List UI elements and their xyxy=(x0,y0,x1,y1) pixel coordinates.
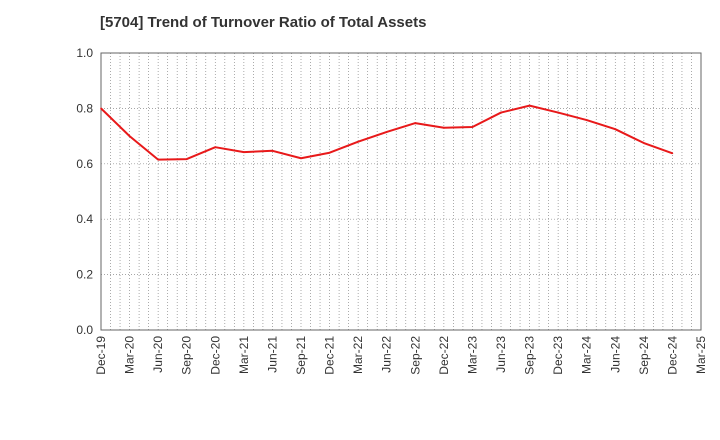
x-tick-label: Dec-22 xyxy=(437,336,451,375)
data-point xyxy=(614,128,617,130)
data-point xyxy=(671,152,674,155)
x-tick-label: Sep-20 xyxy=(180,336,194,375)
x-tick-label: Jun-22 xyxy=(380,336,394,373)
data-point xyxy=(357,140,359,143)
x-tick-label: Mar-24 xyxy=(580,336,594,374)
x-tick-label: Dec-21 xyxy=(323,336,337,375)
data-point xyxy=(528,104,531,107)
x-tick-label: Sep-24 xyxy=(637,336,651,375)
data-point xyxy=(300,157,302,160)
y-axis: 0.0 0.2 0.4 0.6 0.8 1.0 xyxy=(76,46,93,337)
data-point xyxy=(414,122,417,124)
data-point xyxy=(214,146,217,148)
y-tick-label: 0.4 xyxy=(76,212,93,226)
series xyxy=(100,104,674,161)
data-point xyxy=(100,107,102,110)
data-point xyxy=(128,135,131,137)
x-tick-label: Jun-24 xyxy=(608,336,622,373)
grid xyxy=(101,53,701,330)
x-tick-label: Mar-20 xyxy=(123,336,137,374)
x-tick-label: Mar-25 xyxy=(694,336,708,374)
data-point xyxy=(271,149,274,152)
x-tick-label: Sep-22 xyxy=(408,336,422,375)
data-point xyxy=(585,119,588,121)
y-tick-label: 1.0 xyxy=(76,46,93,60)
data-point xyxy=(443,126,445,129)
y-tick-label: 0.8 xyxy=(76,101,93,115)
y-tick-label: 0.0 xyxy=(76,323,93,337)
x-tick-label: Dec-20 xyxy=(208,336,222,375)
data-point xyxy=(243,151,245,153)
x-tick-label: Dec-19 xyxy=(94,336,108,375)
data-point xyxy=(557,111,559,114)
chart-title: [5704] Trend of Turnover Ratio of Total … xyxy=(100,14,427,31)
data-point xyxy=(385,131,388,133)
x-tick-label: Dec-24 xyxy=(665,336,679,375)
plot-frame xyxy=(100,52,702,331)
y-tick-label: 0.2 xyxy=(76,268,93,282)
data-point xyxy=(500,111,502,114)
x-tick-label: Jun-23 xyxy=(494,336,508,373)
x-tick-label: Mar-22 xyxy=(351,336,365,374)
data-point xyxy=(471,126,474,128)
x-tick-label: Mar-23 xyxy=(465,336,479,374)
x-tick-label: Jun-21 xyxy=(265,336,279,373)
x-tick-label: Sep-21 xyxy=(294,336,308,375)
x-tick-label: Dec-23 xyxy=(551,336,565,375)
data-point xyxy=(643,142,645,144)
y-tick-label: 0.6 xyxy=(76,157,93,171)
data-point xyxy=(185,158,188,160)
data-point xyxy=(328,151,331,154)
x-tick-label: Jun-20 xyxy=(151,336,165,373)
data-point xyxy=(157,158,159,161)
x-tick-label: Sep-23 xyxy=(523,336,537,375)
x-axis: Dec-19 Mar-20 Jun-20 Sep-20 Dec-20 Mar-21 Jun-… xyxy=(94,336,708,375)
x-tick-label: Mar-21 xyxy=(237,336,251,374)
